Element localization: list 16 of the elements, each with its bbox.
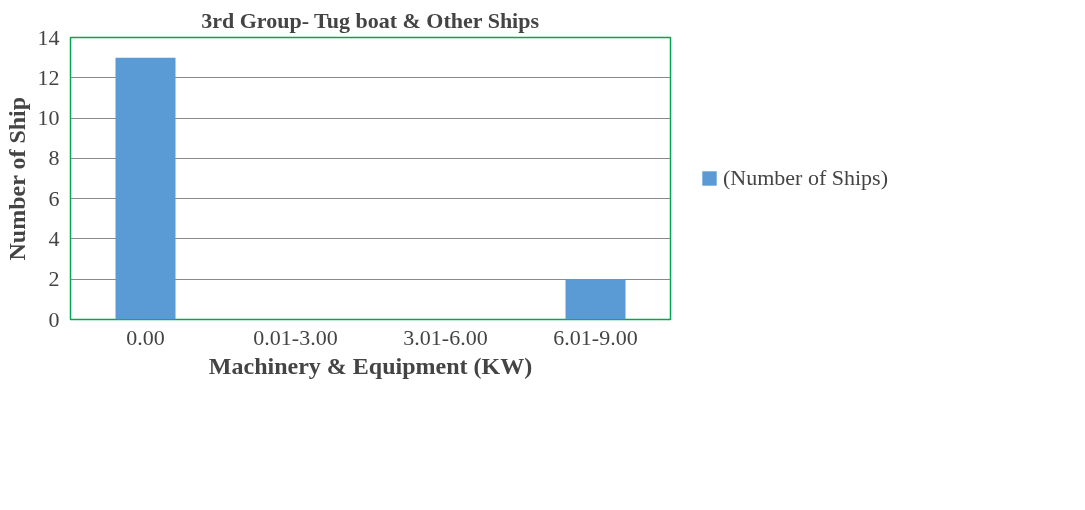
x-tick-label: 0.01-3.00 [253, 324, 338, 350]
y-tick-label: 14 [37, 24, 60, 50]
y-axis-title: Number of Ship [3, 96, 30, 261]
chart-title: 3rd Group- Tug boat & Other Ships [201, 7, 540, 33]
y-tick-label: 2 [48, 266, 60, 292]
x-tick-label: 0.00 [126, 324, 165, 350]
x-tick-label: 6.01-9.00 [553, 324, 638, 350]
x-tick-label: 3.01-6.00 [403, 324, 488, 350]
y-tick-label: 6 [48, 185, 60, 211]
y-tick-label: 10 [37, 105, 60, 131]
legend-label: (Number of Ships) [723, 165, 888, 191]
y-tick-label: 0 [48, 306, 60, 332]
y-tick-label: 8 [48, 145, 60, 171]
y-tick-label: 12 [37, 64, 60, 90]
y-tick-label: 4 [48, 225, 60, 251]
x-axis-title: Machinery & Equipment (KW) [208, 352, 533, 379]
